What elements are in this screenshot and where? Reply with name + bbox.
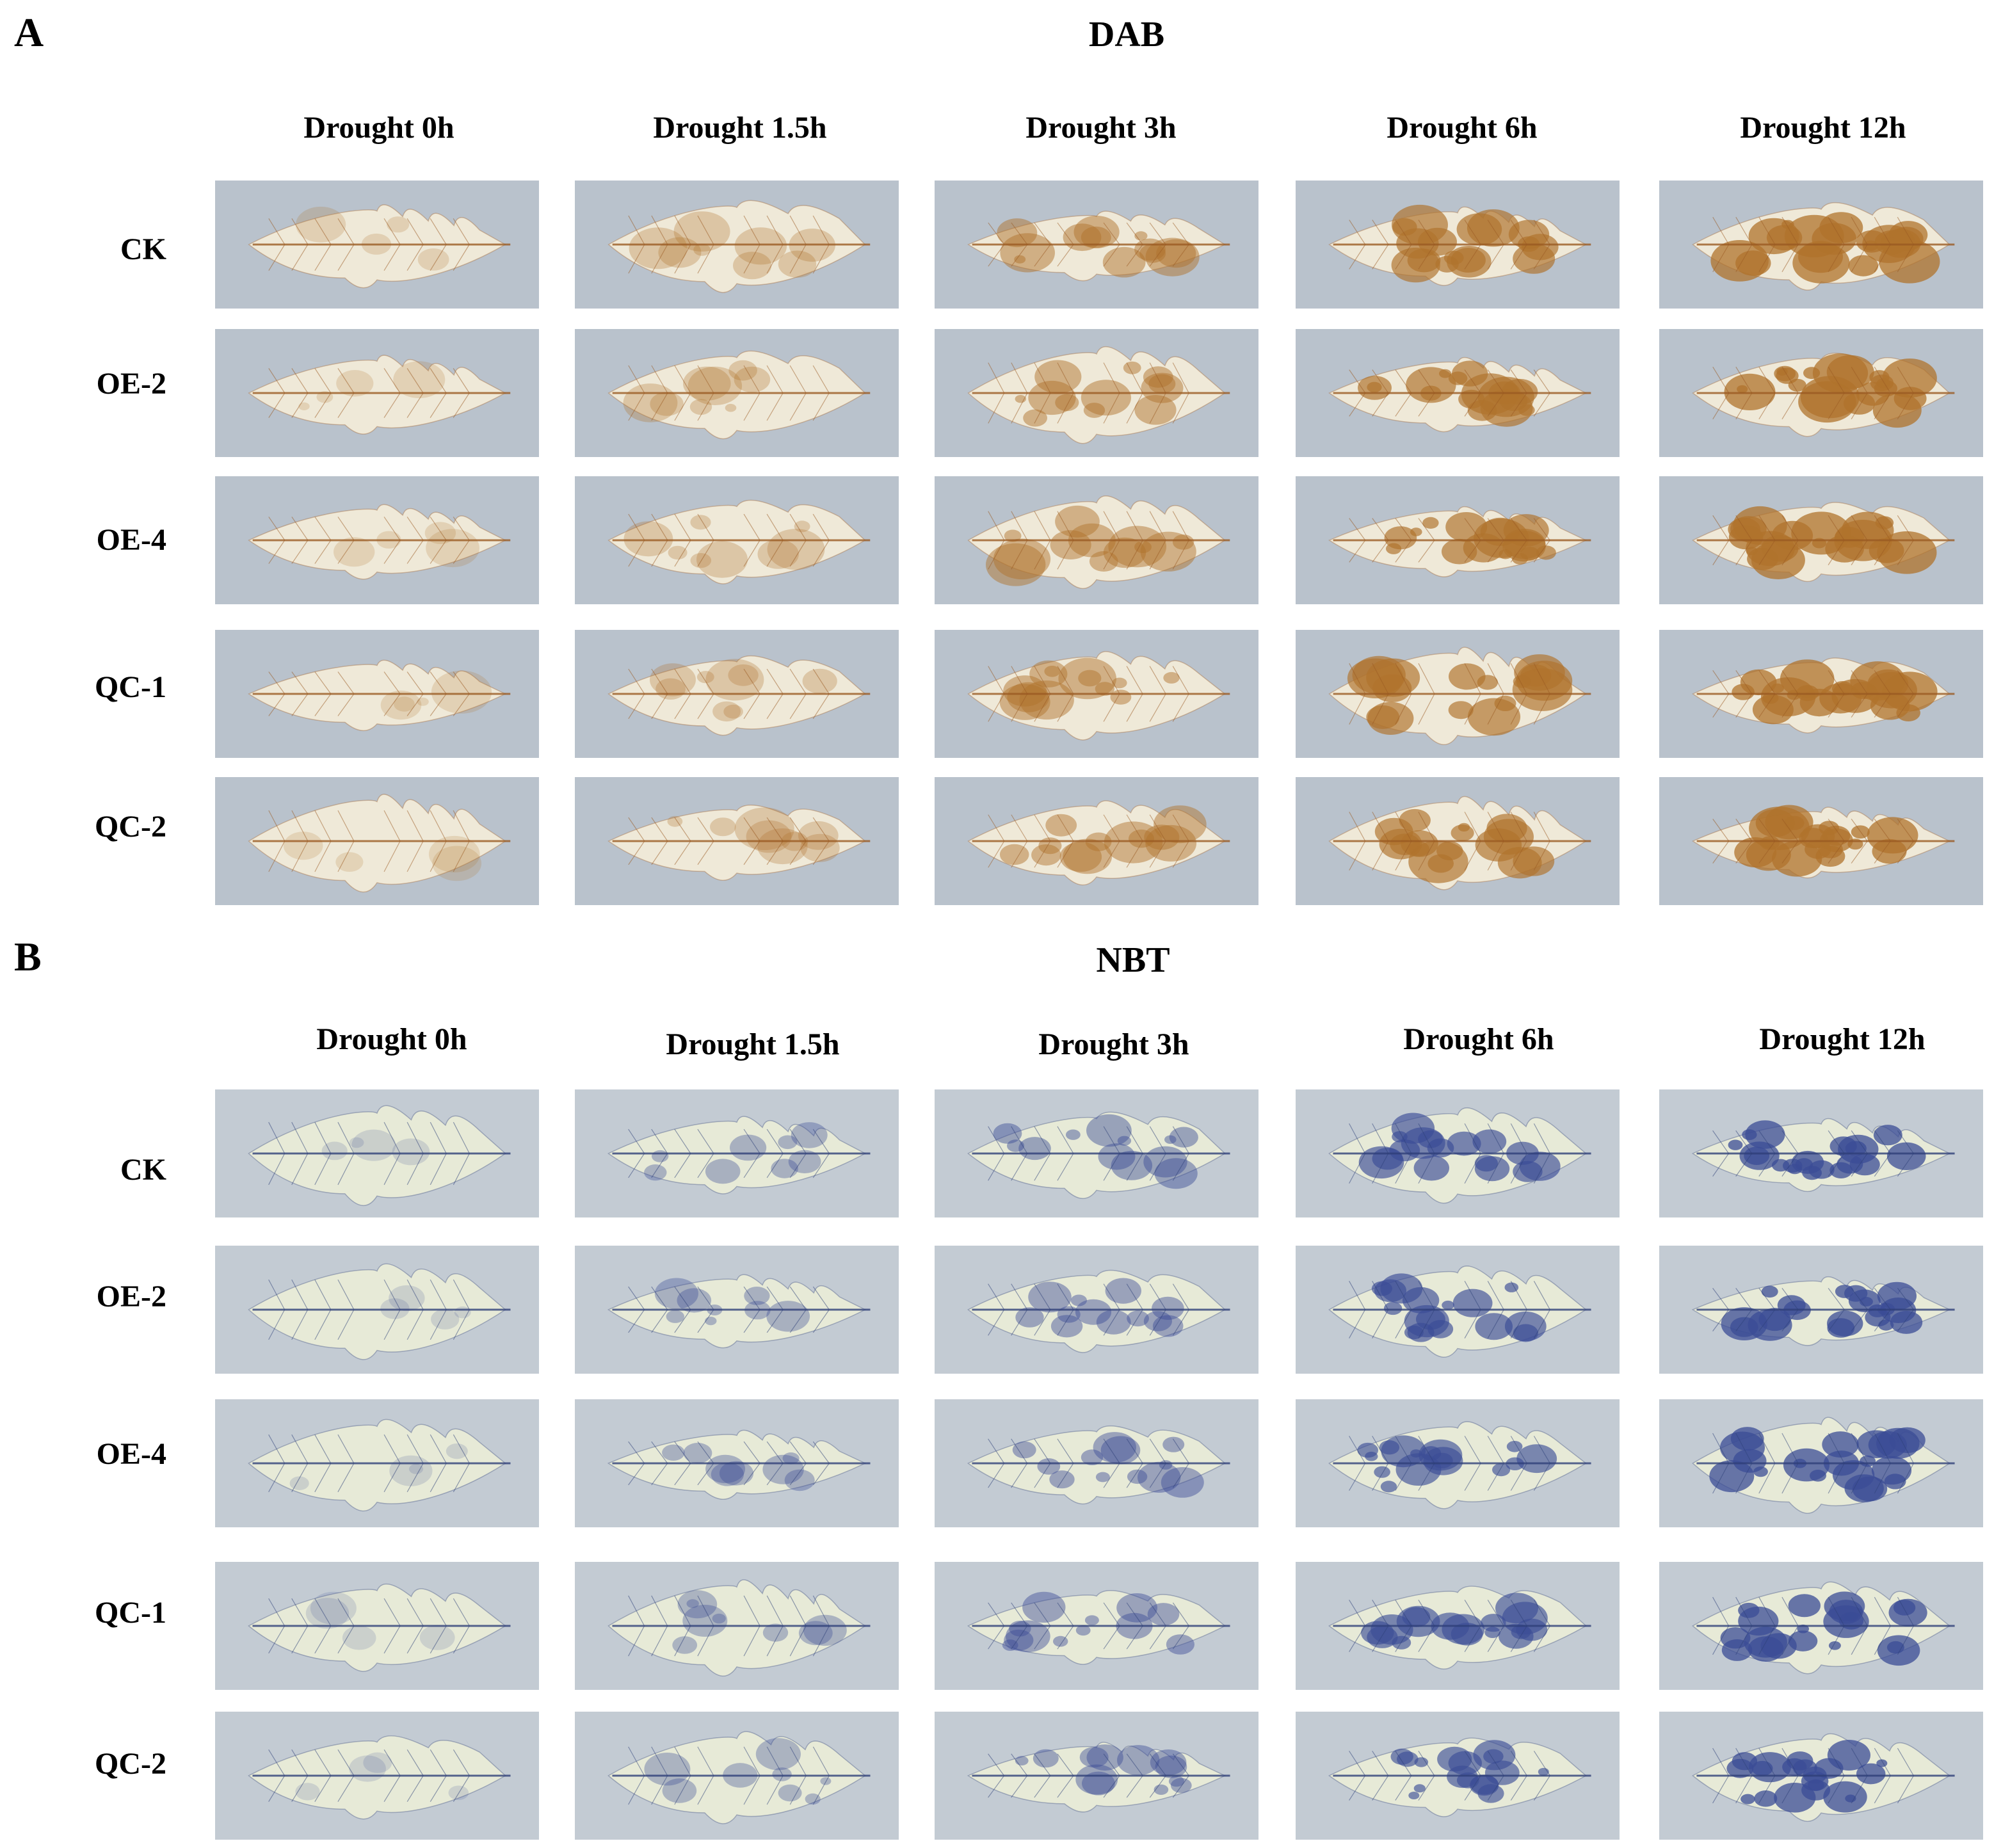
leaf-photo-b-r3-c4 (1659, 1562, 1983, 1690)
leaf-photo-b-r1-c2 (935, 1246, 1258, 1374)
leaf-photo-a-r3-c3 (1296, 630, 1620, 758)
panel-a-row-0: CK (120, 232, 166, 266)
panel-b-col-2: Drought 3h (1038, 1027, 1189, 1061)
panel-a-col-4: Drought 12h (1740, 111, 1906, 145)
panel-b-row-4: QC-2 (95, 1747, 166, 1781)
leaf-photo-a-r1-c2 (935, 329, 1258, 457)
panel-a-col-2: Drought 3h (1025, 111, 1177, 145)
leaf-photo-a-r0-c0 (215, 181, 539, 309)
leaf-photo-a-r2-c0 (215, 476, 539, 604)
leaf-photo-a-r4-c3 (1296, 777, 1620, 905)
leaf-photo-b-r2-c0 (215, 1399, 539, 1527)
leaf-photo-a-r2-c1 (575, 476, 899, 604)
leaf-photo-b-r2-c4 (1659, 1399, 1983, 1527)
leaf-photo-a-r4-c1 (575, 777, 899, 905)
panel-b-letter: B (14, 934, 42, 979)
leaf-photo-b-r2-c3 (1296, 1399, 1620, 1527)
panel-b-col-1: Drought 1.5h (666, 1027, 840, 1061)
leaf-photo-b-r0-c2 (935, 1089, 1258, 1217)
panel-b-title: NBT (1096, 940, 1170, 980)
panel-b-col-4: Drought 12h (1759, 1022, 1926, 1056)
panel-b-row-1: OE-2 (96, 1280, 166, 1314)
panel-a-title: DAB (1088, 15, 1165, 54)
panel-a-col-1: Drought 1.5h (653, 111, 827, 145)
panel-b-row-0: CK (120, 1153, 166, 1187)
leaf-photo-b-r3-c3 (1296, 1562, 1620, 1690)
leaf-photo-a-r4-c4 (1659, 777, 1983, 905)
leaf-photo-b-r1-c3 (1296, 1246, 1620, 1374)
leaf-photo-b-r1-c4 (1659, 1246, 1983, 1374)
leaf-photo-a-r1-c3 (1296, 329, 1620, 457)
leaf-photo-a-r2-c3 (1296, 476, 1620, 604)
leaf-photo-a-r0-c2 (935, 181, 1258, 309)
leaf-photo-b-r4-c1 (575, 1712, 899, 1840)
leaf-photo-a-r1-c0 (215, 329, 539, 457)
panel-b-row-3: QC-1 (95, 1596, 166, 1630)
panel-a-letter: A (14, 10, 44, 55)
leaf-photo-b-r1-c1 (575, 1246, 899, 1374)
leaf-photo-a-r2-c4 (1659, 476, 1983, 604)
leaf-photo-a-r4-c0 (215, 777, 539, 905)
panel-a-row-1: OE-2 (96, 367, 166, 401)
leaf-photo-a-r0-c1 (575, 181, 899, 309)
leaf-photo-b-r1-c0 (215, 1246, 539, 1374)
leaf-photo-a-r3-c1 (575, 630, 899, 758)
leaf-photo-b-r0-c4 (1659, 1089, 1983, 1217)
panel-b-col-3: Drought 6h (1403, 1022, 1554, 1056)
leaf-photo-a-r1-c1 (575, 329, 899, 457)
leaf-photo-b-r4-c2 (935, 1712, 1258, 1840)
panel-a-row-3: QC-1 (95, 670, 166, 704)
panel-b-col-0: Drought 0h (316, 1022, 467, 1056)
leaf-photo-a-r1-c4 (1659, 329, 1983, 457)
leaf-photo-b-r0-c3 (1296, 1089, 1620, 1217)
leaf-photo-a-r3-c4 (1659, 630, 1983, 758)
leaf-photo-a-r2-c2 (935, 476, 1258, 604)
leaf-photo-b-r2-c2 (935, 1399, 1258, 1527)
leaf-photo-a-r0-c3 (1296, 181, 1620, 309)
leaf-photo-b-r2-c1 (575, 1399, 899, 1527)
leaf-photo-b-r4-c3 (1296, 1712, 1620, 1840)
leaf-photo-a-r4-c2 (935, 777, 1258, 905)
leaf-photo-b-r4-c4 (1659, 1712, 1983, 1840)
leaf-photo-b-r0-c1 (575, 1089, 899, 1217)
leaf-photo-a-r3-c0 (215, 630, 539, 758)
leaf-photo-a-r0-c4 (1659, 181, 1983, 309)
leaf-photo-b-r0-c0 (215, 1089, 539, 1217)
panel-a-row-2: OE-4 (96, 523, 166, 557)
panel-b-row-2: OE-4 (96, 1437, 166, 1471)
leaf-photo-b-r3-c1 (575, 1562, 899, 1690)
leaf-photo-b-r3-c0 (215, 1562, 539, 1690)
leaf-photo-b-r3-c2 (935, 1562, 1258, 1690)
leaf-photo-b-r4-c0 (215, 1712, 539, 1840)
panel-a-col-0: Drought 0h (303, 111, 454, 145)
leaf-photo-a-r3-c2 (935, 630, 1258, 758)
panel-a-row-4: QC-2 (95, 810, 166, 844)
panel-a-col-3: Drought 6h (1387, 111, 1538, 145)
